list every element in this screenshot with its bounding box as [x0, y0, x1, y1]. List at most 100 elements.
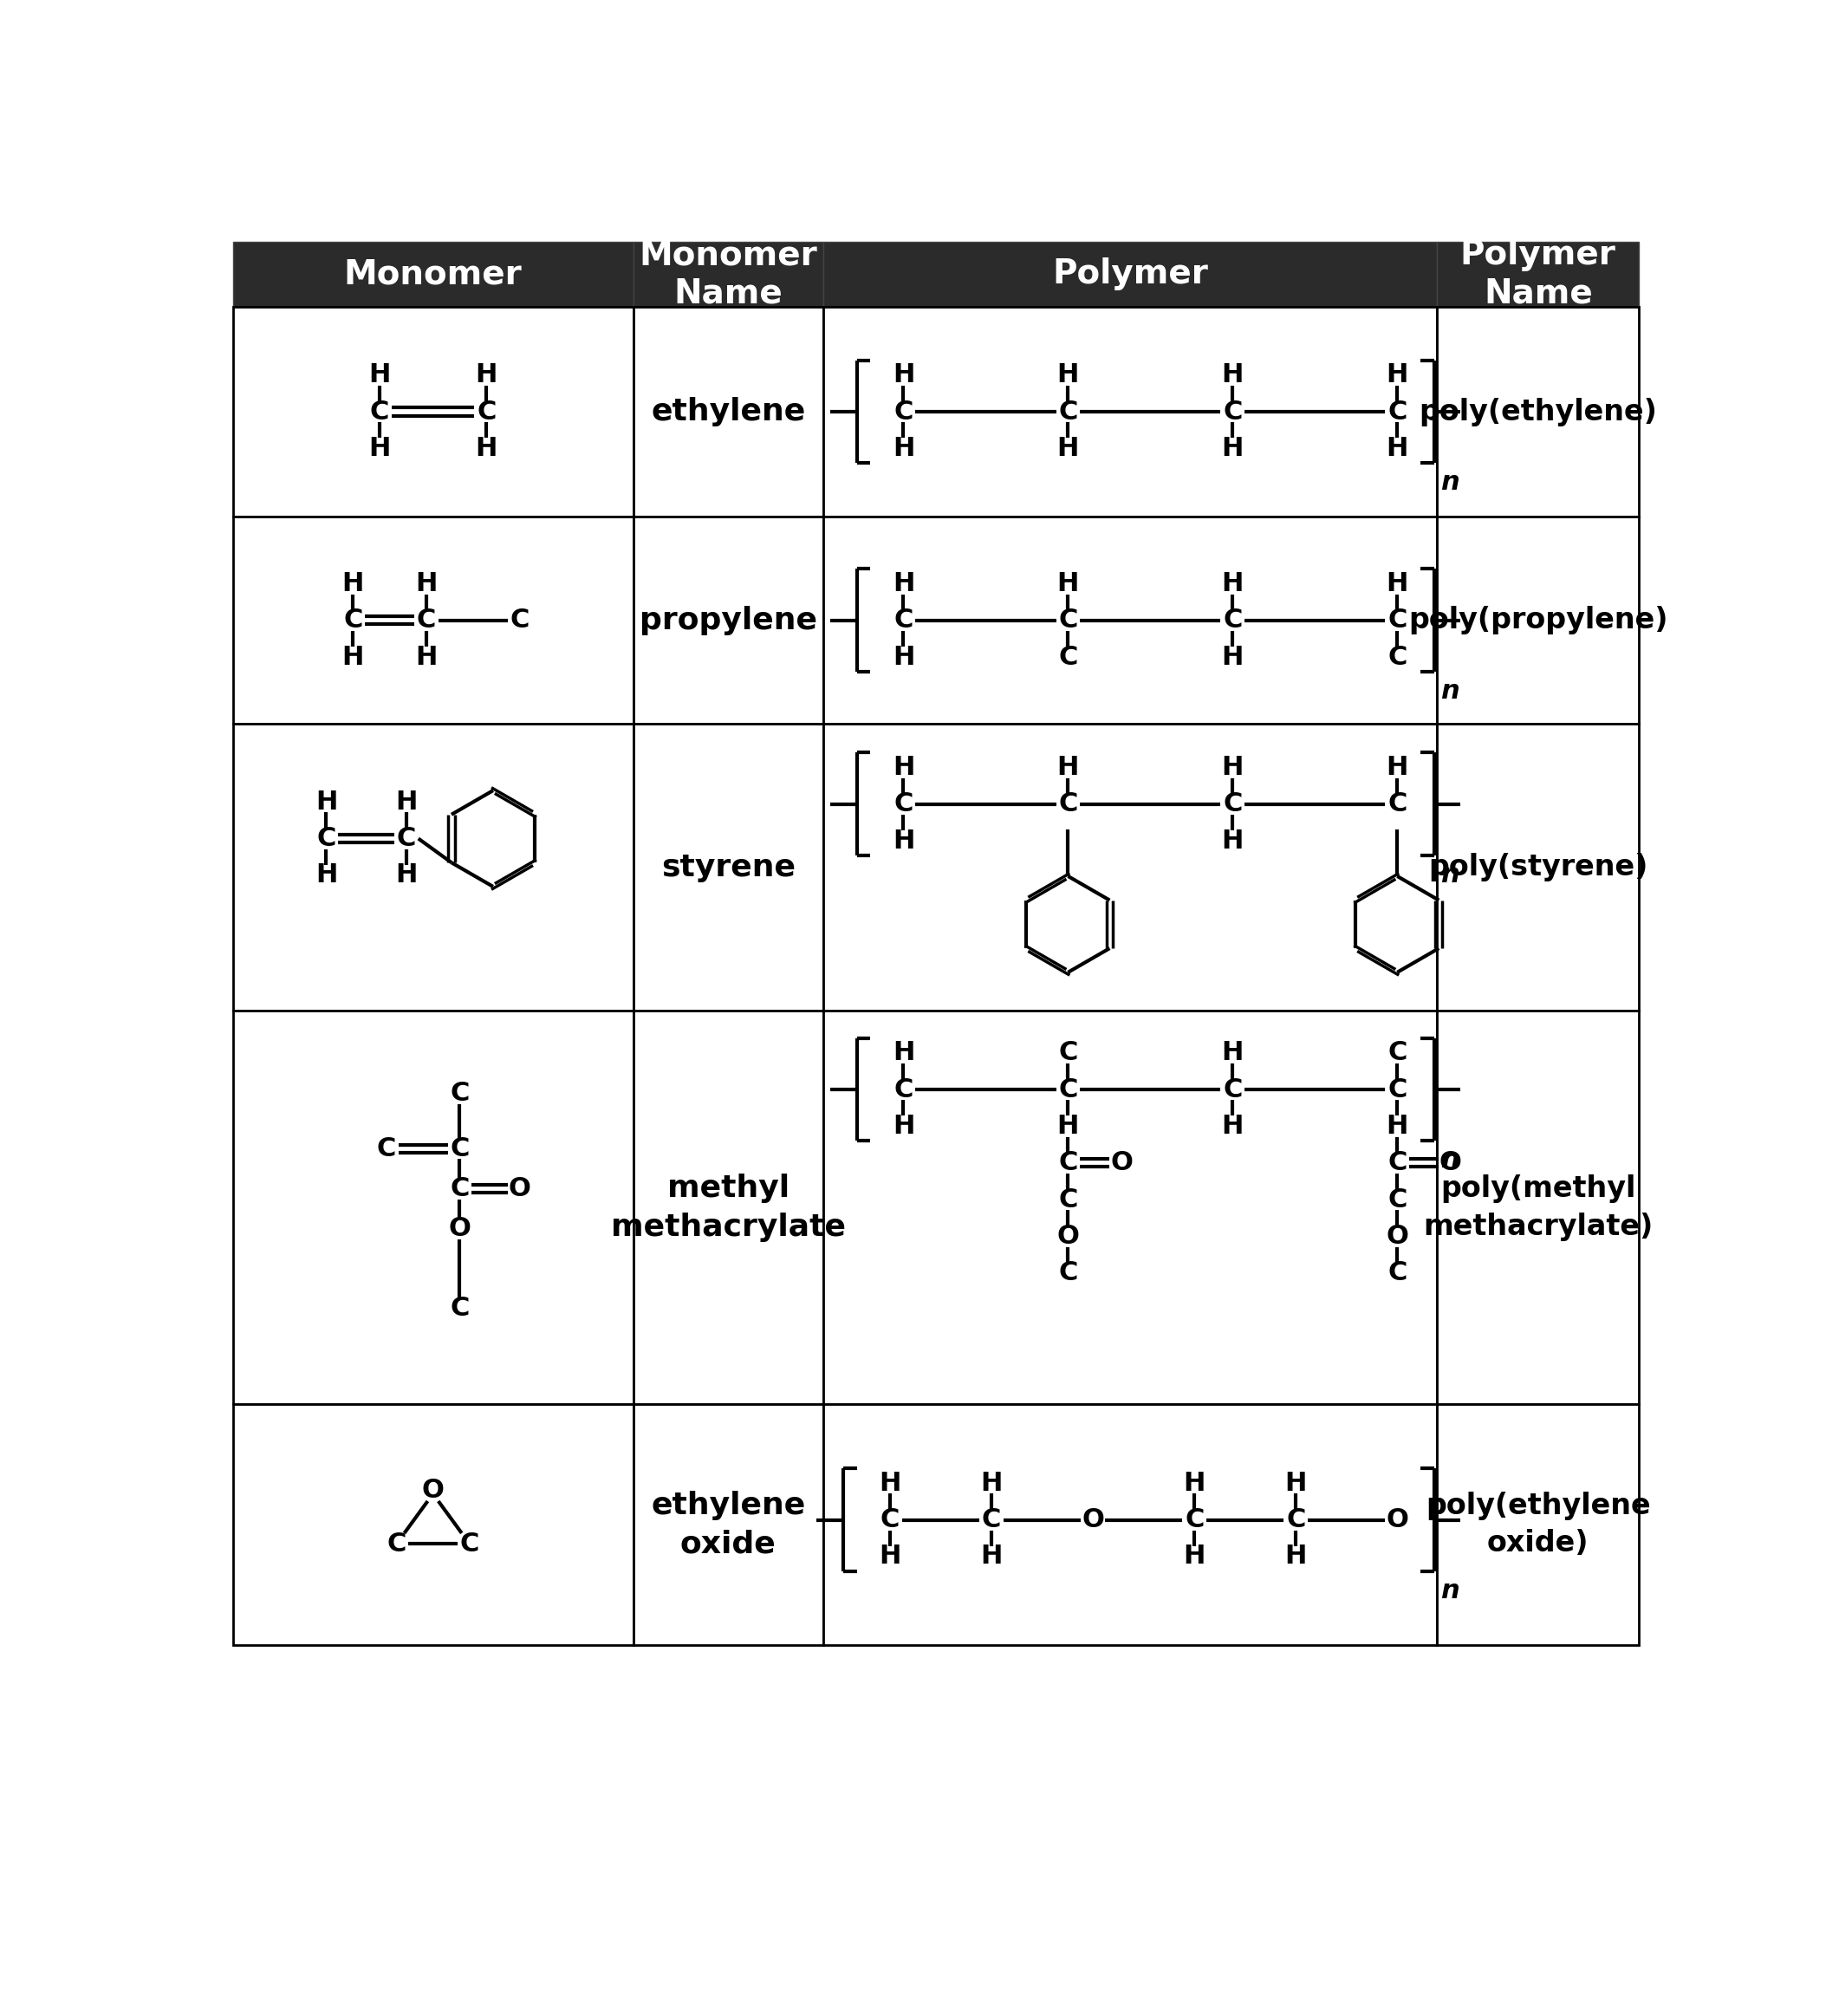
Text: H: H [1222, 571, 1244, 597]
Text: C: C [343, 607, 363, 633]
Bar [824, 1010, 1437, 1405]
Text: C: C [449, 1175, 469, 1202]
Text: H: H [394, 790, 418, 814]
Bar [824, 242, 1437, 306]
Text: C: C [1059, 1187, 1077, 1212]
Text: Polymer: Polymer [1052, 258, 1209, 290]
Text: H: H [475, 363, 497, 387]
Text: C: C [1388, 607, 1408, 633]
Text: C: C [449, 1081, 469, 1107]
Text: C: C [1185, 1508, 1203, 1532]
Text: H: H [1286, 1544, 1307, 1568]
Text: O: O [509, 1175, 531, 1202]
Text: H: H [369, 363, 391, 387]
Text: H: H [981, 1470, 1002, 1496]
Text: H: H [1057, 1113, 1079, 1139]
Text: Monomer: Monomer [343, 258, 522, 290]
Text: H: H [1286, 1470, 1307, 1496]
Text: O: O [1081, 1508, 1105, 1532]
Text: H: H [981, 1544, 1002, 1568]
Text: C: C [371, 399, 389, 423]
Text: H: H [1222, 645, 1244, 669]
Text: C: C [1059, 607, 1077, 633]
Text: H: H [1057, 754, 1079, 780]
Text: C: C [982, 1508, 1001, 1532]
Text: H: H [1386, 754, 1408, 780]
Text: C: C [893, 607, 913, 633]
Text: C: C [1059, 1077, 1077, 1103]
Bar [234, 1405, 634, 1645]
Text: H: H [1222, 1113, 1244, 1139]
Text: O: O [422, 1478, 444, 1504]
Bar [824, 724, 1437, 1010]
Text: C: C [1388, 1187, 1408, 1212]
Text: ethylene
oxide: ethylene oxide [652, 1490, 805, 1558]
Bar [1437, 1405, 1640, 1645]
Bar [824, 516, 1437, 724]
Text: H: H [369, 435, 391, 462]
Text: O: O [449, 1216, 471, 1242]
Text: C: C [893, 1077, 913, 1103]
Text: C: C [1388, 1151, 1408, 1175]
Bar [634, 242, 824, 306]
Text: n: n [1441, 1147, 1459, 1173]
Text: Monomer
Name: Monomer Name [639, 238, 818, 310]
Text: methyl
methacrylate: methyl methacrylate [612, 1173, 845, 1242]
Text: O: O [1386, 1508, 1408, 1532]
Text: H: H [1183, 1544, 1205, 1568]
Bar [234, 242, 634, 306]
Text: C: C [1059, 1040, 1077, 1064]
Text: H: H [1222, 363, 1244, 387]
Text: H: H [475, 435, 497, 462]
Text: H: H [1222, 829, 1244, 853]
Text: C: C [449, 1135, 469, 1161]
Text: C: C [1059, 399, 1077, 423]
Bar [634, 724, 824, 1010]
Text: C: C [1059, 1151, 1077, 1175]
Text: H: H [1222, 754, 1244, 780]
Text: C: C [893, 792, 913, 816]
Text: C: C [316, 827, 336, 851]
Text: H: H [415, 645, 438, 669]
Text: C: C [376, 1135, 396, 1161]
Text: C: C [449, 1296, 469, 1320]
Text: poly(ethylene): poly(ethylene) [1419, 397, 1658, 425]
Text: H: H [394, 863, 418, 887]
Text: C: C [1388, 1077, 1408, 1103]
Text: C: C [416, 607, 436, 633]
Text: propylene: propylene [639, 605, 816, 635]
Text: H: H [1057, 363, 1079, 387]
Text: C: C [1223, 1077, 1242, 1103]
Text: styrene: styrene [661, 853, 796, 881]
Text: H: H [893, 363, 915, 387]
Text: H: H [1222, 435, 1244, 462]
Text: C: C [1388, 1040, 1408, 1064]
Bar [234, 306, 634, 516]
Text: H: H [341, 645, 363, 669]
Text: H: H [893, 754, 915, 780]
Text: C: C [460, 1532, 480, 1556]
Text: poly(propylene): poly(propylene) [1408, 607, 1667, 635]
Text: H: H [1386, 435, 1408, 462]
Bar [634, 306, 824, 516]
Text: n: n [1441, 679, 1459, 704]
Text: H: H [893, 645, 915, 669]
Text: O: O [1439, 1151, 1463, 1175]
Text: H: H [1386, 363, 1408, 387]
Bar [1437, 1010, 1640, 1405]
Text: poly(methyl
methacrylate): poly(methyl methacrylate) [1422, 1175, 1653, 1240]
Text: C: C [477, 399, 497, 423]
Text: n: n [1441, 470, 1459, 496]
Text: H: H [878, 1470, 900, 1496]
Text: C: C [1388, 399, 1408, 423]
Text: C: C [387, 1532, 405, 1556]
Text: poly(ethylene
oxide): poly(ethylene oxide) [1426, 1492, 1651, 1558]
Bar [634, 1405, 824, 1645]
Text: n: n [1441, 863, 1459, 887]
Text: n: n [1441, 1579, 1459, 1603]
Text: C: C [1059, 1260, 1077, 1286]
Text: H: H [415, 571, 438, 597]
Bar [1437, 306, 1640, 516]
Bar [634, 1010, 824, 1405]
Text: C: C [893, 399, 913, 423]
